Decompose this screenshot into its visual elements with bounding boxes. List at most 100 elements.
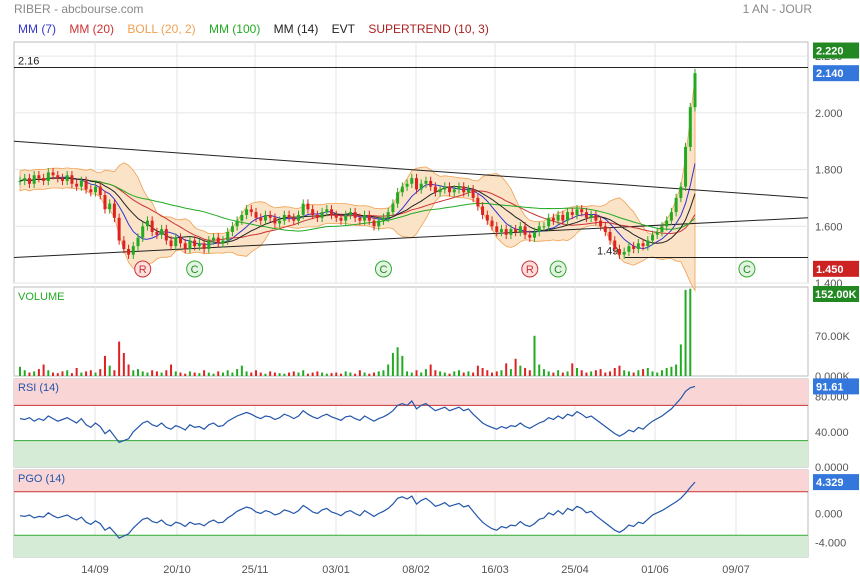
candle-body	[94, 186, 98, 193]
volume-bar	[70, 373, 73, 376]
candle-body	[504, 229, 508, 235]
legend-mm100[interactable]: MM (100)	[208, 22, 261, 36]
candle-body	[448, 186, 452, 193]
candle-body	[18, 180, 22, 182]
candle-body	[584, 212, 588, 218]
volume-bar	[113, 370, 116, 376]
volume-bar	[23, 370, 26, 376]
legend-evt[interactable]: EVT	[331, 22, 356, 36]
candle-body	[372, 220, 376, 227]
candle-body	[688, 107, 692, 147]
volume-bar	[675, 364, 678, 376]
volume-bar	[486, 370, 489, 376]
candle-body	[509, 229, 513, 235]
volume-bar	[491, 372, 494, 376]
volume-bar	[174, 371, 177, 376]
candle-body	[570, 212, 574, 215]
candle-body	[197, 243, 201, 247]
candle-body	[622, 251, 626, 255]
candle-body	[660, 226, 664, 232]
candle-body	[325, 209, 329, 213]
volume-bar	[56, 373, 59, 376]
pgo-line	[19, 481, 696, 539]
candle-body	[419, 183, 423, 190]
candle-body	[254, 212, 258, 218]
candle-body	[273, 217, 277, 224]
signal-marker	[521, 260, 539, 278]
candle-body	[636, 243, 640, 249]
volume-bar	[75, 367, 78, 376]
volume-tick-label: 70.00K	[815, 331, 851, 343]
volume-bar	[188, 371, 191, 376]
volume-bar	[245, 371, 248, 376]
volume-bar	[273, 372, 276, 376]
price-badge	[813, 65, 859, 82]
candle-body	[89, 189, 93, 193]
x-tick-label: 16/03	[481, 564, 509, 576]
candle-body	[103, 195, 107, 210]
volume-bar	[651, 371, 654, 376]
candle-body	[230, 226, 234, 232]
volume-bar	[302, 370, 305, 376]
volume-bar	[52, 372, 55, 376]
volume-bar	[217, 371, 220, 376]
candle-body	[202, 243, 206, 249]
candle-body	[410, 178, 414, 184]
ma7-line	[19, 163, 696, 250]
candle-body	[60, 178, 64, 181]
volume-bar	[373, 372, 376, 376]
legend-boll[interactable]: BOLL (20, 2)	[127, 22, 196, 36]
candle-body	[320, 212, 324, 218]
volume-bar	[127, 364, 130, 376]
volume-bar	[226, 370, 229, 376]
volume-bar	[457, 370, 460, 376]
candle-body	[46, 172, 50, 181]
volume-bar	[283, 373, 286, 376]
volume-bar	[448, 373, 451, 376]
candle-body	[330, 209, 334, 215]
candle-body	[292, 217, 296, 221]
volume-bar	[552, 372, 555, 376]
candle-body	[315, 214, 319, 218]
candle-body	[400, 186, 404, 193]
legend-mm20[interactable]: MM (20)	[69, 22, 115, 36]
legend-mm14[interactable]: MM (14)	[273, 22, 319, 36]
volume-title: VOLUME	[18, 291, 64, 303]
volume-bar	[604, 372, 607, 376]
volume-bar	[679, 344, 682, 376]
rsi-badge-label: 91.61	[816, 381, 844, 393]
volume-bar	[533, 335, 536, 376]
volume-bar	[434, 370, 437, 376]
candle-body	[556, 214, 560, 221]
signal-marker-label: C	[554, 264, 562, 276]
volume-bar	[240, 365, 243, 376]
volume-bar	[160, 372, 163, 376]
volume-bar	[528, 370, 531, 376]
candle-body	[296, 214, 300, 221]
ma100-line	[19, 177, 696, 232]
candle-body	[112, 203, 116, 218]
candle-body	[348, 212, 352, 215]
x-tick-label: 25/04	[561, 564, 589, 576]
volume-bar	[594, 370, 597, 376]
volume-bar	[278, 373, 281, 376]
volume-bar	[542, 369, 545, 376]
volume-bar	[42, 364, 45, 376]
candle-body	[679, 186, 683, 198]
candle-body	[603, 226, 607, 232]
volume-bar	[99, 369, 102, 376]
candle-body	[537, 226, 541, 232]
legend-mm7[interactable]: MM (7)	[18, 22, 56, 36]
legend-supertrend[interactable]: SUPERTREND (10, 3)	[368, 22, 489, 36]
volume-bar	[637, 370, 640, 376]
candle-body	[651, 234, 655, 241]
candle-body	[589, 214, 593, 218]
candle-body	[160, 229, 164, 235]
candle-body	[245, 209, 249, 215]
volume-bar	[259, 372, 262, 376]
volume-bar	[665, 367, 668, 376]
volume-bar	[311, 372, 314, 376]
candle-body	[533, 231, 537, 238]
volume-badge-label: 152.00K	[815, 289, 857, 301]
